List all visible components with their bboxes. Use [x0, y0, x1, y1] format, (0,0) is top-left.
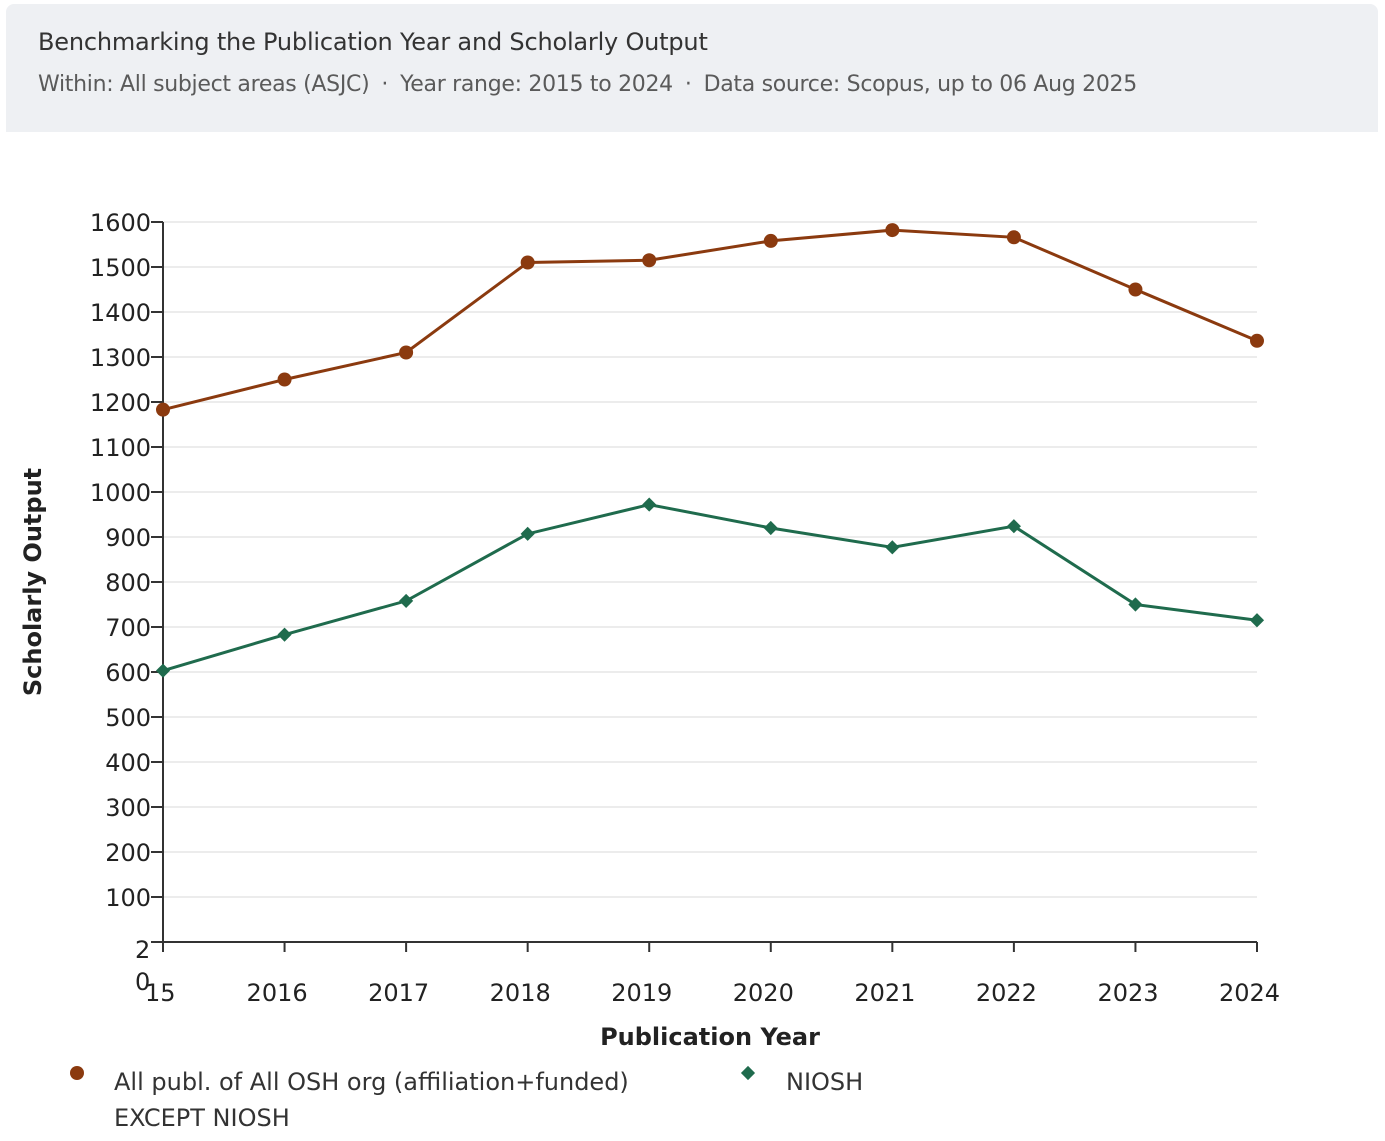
legend-marker-series1 — [70, 1066, 84, 1080]
y-axis-title: Scholarly Output — [19, 468, 47, 696]
data-point — [885, 540, 900, 555]
data-point — [1006, 230, 1021, 245]
y-tick-label: 500 — [105, 704, 151, 732]
x-tick-label: 2018 — [490, 979, 551, 1007]
data-point — [1128, 597, 1143, 612]
data-point — [399, 345, 414, 360]
y-tick-label: 1500 — [90, 254, 151, 282]
data-point — [885, 223, 900, 238]
y-tick-label: 1300 — [90, 344, 151, 372]
data-source-note: Data source: Scopus, up to 06 Aug 2025 — [703, 72, 1138, 97]
legend-label-series1: All publ. of All OSH org (affiliation+fu… — [114, 1068, 629, 1096]
y-tick-label: 1000 — [90, 479, 151, 507]
separator: · — [684, 72, 692, 97]
data-point — [763, 520, 778, 536]
x-axis-title: Publication Year — [600, 1023, 820, 1051]
y-tick-label: 800 — [105, 569, 151, 597]
separator: · — [381, 72, 389, 97]
x-tick-label: 2024 — [1219, 979, 1280, 1007]
data-point — [156, 402, 170, 417]
series-line-1 — [162, 228, 1258, 412]
y-tick-label: 1400 — [90, 299, 151, 327]
subject-area-filter: Within: All subject areas (ASJC) — [38, 72, 370, 97]
data-point — [1006, 519, 1021, 534]
data-point — [520, 255, 535, 270]
y-tick-label: 1100 — [90, 434, 151, 462]
x-tick-label: 2019 — [611, 979, 672, 1007]
y-tick-label: 200 — [105, 839, 151, 867]
data-point — [763, 233, 778, 248]
data-point — [642, 497, 657, 512]
y-tick-label: 300 — [105, 794, 151, 822]
year-range-filter: Year range: 2015 to 2024 — [400, 72, 673, 97]
y-tick-label: 700 — [105, 614, 151, 642]
data-point — [277, 627, 292, 642]
chart-title: Benchmarking the Publication Year and Sc… — [38, 28, 708, 56]
x-tick-label: 2023 — [1097, 979, 1158, 1007]
legend-label-series2: NIOSH — [786, 1068, 864, 1096]
legend-label-series1-line2: EXCEPT NIOSH — [114, 1104, 290, 1132]
y-tick-label: 1600 — [90, 209, 151, 237]
x-tick-label: 2021 — [854, 979, 915, 1007]
x-tick-label: 0 — [135, 968, 150, 996]
y-tick-label: 600 — [105, 659, 151, 687]
data-point — [155, 663, 171, 678]
legend-item-series1[interactable]: All publ. of All OSH org (affiliation+fu… — [114, 1068, 629, 1132]
chart-header: Benchmarking the Publication Year and Sc… — [6, 4, 1378, 132]
x-tick-label: 2 — [135, 936, 150, 964]
data-point — [1250, 333, 1264, 348]
y-tick-label: 1200 — [90, 389, 151, 417]
y-tick-label: 400 — [105, 749, 151, 777]
data-point — [1128, 282, 1143, 297]
data-point — [642, 253, 657, 268]
x-tick-label: 2017 — [368, 979, 429, 1007]
data-point — [1249, 613, 1265, 628]
chart-panel: Benchmarking the Publication Year and Sc… — [6, 4, 1378, 1138]
x-tick-label: 2016 — [247, 979, 308, 1007]
x-tick-label: 15 — [145, 979, 176, 1007]
chart-subtitle: Within: All subject areas (ASJC) · Year ra… — [38, 72, 1137, 97]
data-point — [277, 372, 292, 387]
x-tick-label: 2022 — [976, 979, 1037, 1007]
data-point — [399, 593, 414, 608]
data-point — [520, 526, 535, 541]
x-tick-label: 2020 — [733, 979, 794, 1007]
y-tick-label: 100 — [105, 884, 151, 912]
legend-item-series2[interactable]: NIOSH — [786, 1068, 863, 1096]
y-tick-label: 900 — [105, 524, 151, 552]
series-line-2 — [162, 503, 1258, 673]
